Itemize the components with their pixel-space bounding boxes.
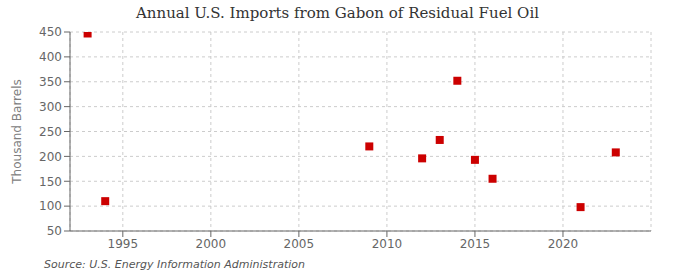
svg-text:Thousand Barrels: Thousand Barrels [10, 79, 24, 184]
svg-text:2005: 2005 [284, 237, 315, 251]
svg-text:50: 50 [47, 224, 62, 238]
svg-text:100: 100 [39, 199, 62, 213]
svg-text:150: 150 [39, 175, 62, 189]
svg-text:2020: 2020 [548, 237, 579, 251]
svg-text:300: 300 [39, 100, 62, 114]
svg-text:200: 200 [39, 150, 62, 164]
svg-text:450: 450 [39, 26, 62, 39]
svg-text:2000: 2000 [196, 237, 227, 251]
svg-text:1995: 1995 [108, 237, 139, 251]
svg-text:350: 350 [39, 75, 62, 89]
svg-text:400: 400 [39, 50, 62, 64]
svg-text:2010: 2010 [372, 237, 403, 251]
html-text:Annual U.S. Imports from Gabon: Annual U.S. Imports from Gabon of Residu… [136, 4, 539, 22]
html-text:Source: U.S. Energy Informatio: Source: U.S. Energy Information Administ… [44, 258, 305, 271]
svg-text:250: 250 [39, 125, 62, 139]
svg-text:2015: 2015 [460, 237, 491, 251]
